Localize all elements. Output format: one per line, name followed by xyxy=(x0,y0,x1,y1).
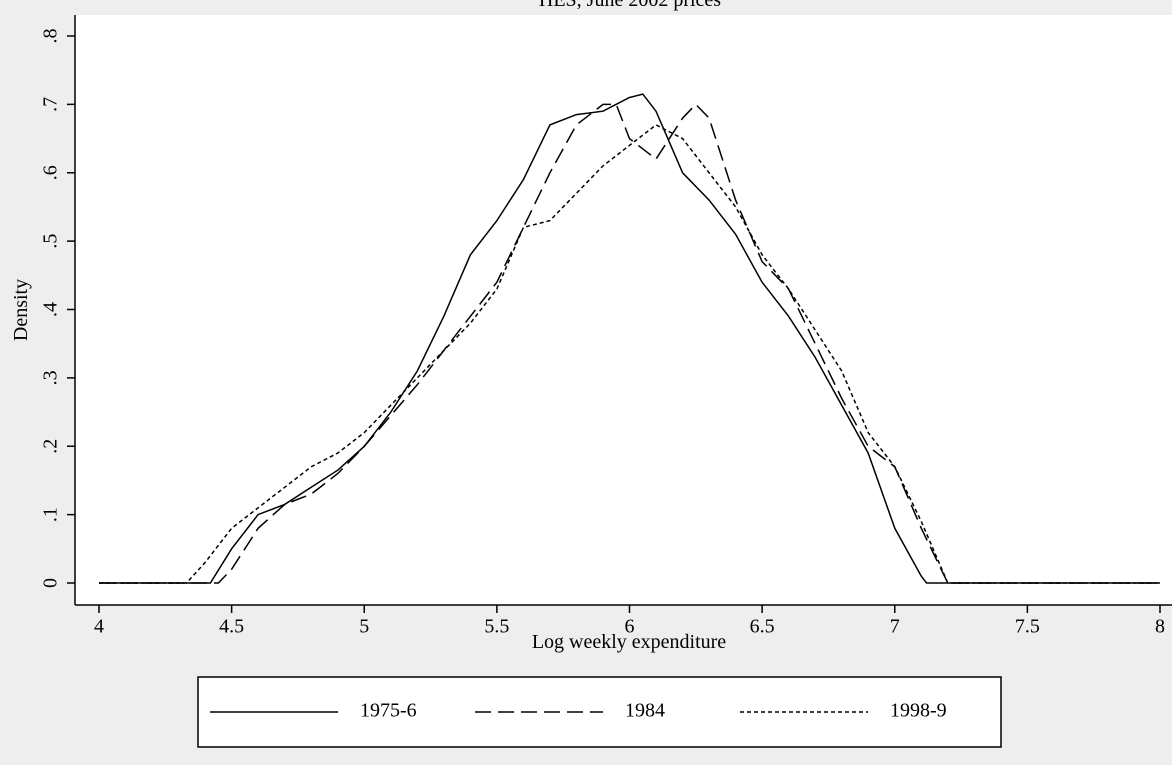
y-tick-label: .8 xyxy=(40,29,62,44)
x-tick-label: 7.5 xyxy=(1015,616,1040,638)
legend-label: 1998-9 xyxy=(890,700,947,722)
series-line xyxy=(99,103,1160,584)
y-tick-label: 0 xyxy=(40,578,62,588)
y-tick-label: .1 xyxy=(40,507,62,522)
x-tick-label: 4 xyxy=(94,616,104,638)
y-tick-label: .7 xyxy=(40,97,62,112)
plot-area xyxy=(75,15,1172,605)
legend-label: 1984 xyxy=(625,700,665,722)
x-tick-label: 5.5 xyxy=(484,616,509,638)
legend-label: 1975-6 xyxy=(360,700,417,722)
x-tick-label: 4.5 xyxy=(219,616,244,638)
x-tick-label: 7 xyxy=(890,616,900,638)
x-tick-label: 5 xyxy=(359,616,369,638)
y-axis-label: Density xyxy=(10,279,32,341)
x-axis-label: Log weekly expenditure xyxy=(532,631,726,653)
x-tick-label: 8 xyxy=(1155,616,1165,638)
x-tick-label: 6 xyxy=(625,616,635,638)
series-line xyxy=(99,124,1160,584)
y-tick-label: .6 xyxy=(40,165,62,180)
y-tick-label: .3 xyxy=(40,370,62,385)
y-tick-label: .2 xyxy=(40,439,62,454)
chart-title: HES, June 2002 prices xyxy=(539,0,721,11)
x-tick-label: 6.5 xyxy=(750,616,775,638)
y-tick-label: .4 xyxy=(40,302,62,317)
y-tick-label: .5 xyxy=(40,234,62,249)
series-line xyxy=(99,93,1160,584)
